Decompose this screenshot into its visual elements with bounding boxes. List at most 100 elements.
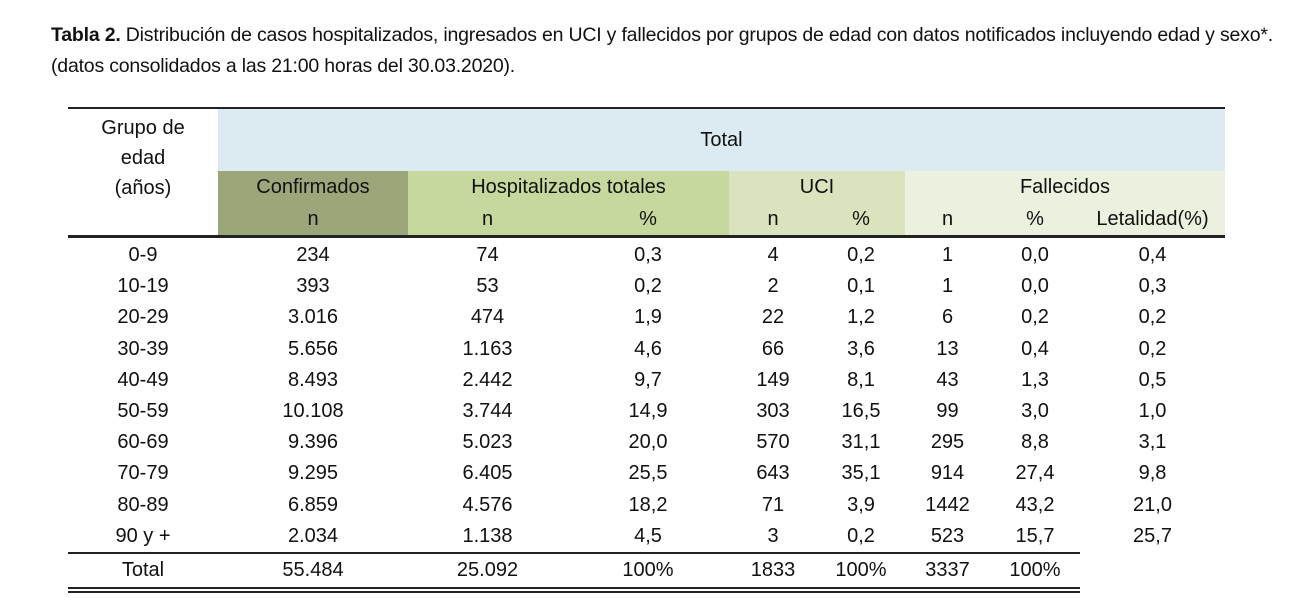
table-cell: 99 xyxy=(936,400,959,423)
subheader-0: n xyxy=(218,203,408,235)
table-cell: 1,0 xyxy=(1138,400,1167,423)
subheader-1: n xyxy=(408,203,567,235)
table-cell: 2.442 xyxy=(462,368,513,391)
table-cell: 15,7 xyxy=(1015,524,1055,547)
table-cell: 0,2 xyxy=(634,275,662,298)
table-cell: 31,1 xyxy=(841,431,881,454)
table-cell: 14,9 xyxy=(628,400,668,423)
table-cell: 0,0 xyxy=(1021,244,1049,267)
table-cell: 21,0 xyxy=(1133,493,1172,516)
total-row-cell: 55.484 xyxy=(282,558,344,581)
age-group-header-line3: (años) xyxy=(114,177,172,199)
table-cell: 9.295 xyxy=(287,462,339,485)
table-cell: 71 xyxy=(761,493,785,516)
subheader-4: % xyxy=(817,203,905,235)
table-cell: 2 xyxy=(767,275,779,298)
table-cell: 474 xyxy=(470,306,505,329)
table-cell: 22 xyxy=(761,306,785,329)
table-cell: 66 xyxy=(761,337,785,360)
table-cell: 0,3 xyxy=(1138,275,1167,298)
table-cell: 43 xyxy=(936,368,959,391)
age-group-cell: 10-19 xyxy=(117,275,169,298)
table-cell: 0,5 xyxy=(1138,368,1167,391)
table-cell: 0,0 xyxy=(1021,275,1049,298)
table-cell: 1,9 xyxy=(634,306,662,329)
table-cell: 0,2 xyxy=(1138,337,1167,360)
table-cell: 3,9 xyxy=(847,493,875,516)
table-cell: 3,6 xyxy=(847,337,875,360)
table-cell: 0,3 xyxy=(634,244,662,267)
table-cell: 9.396 xyxy=(287,431,339,454)
subheader-2: % xyxy=(567,203,729,235)
table-cell: 643 xyxy=(756,462,790,485)
table-caption: Tabla 2. Distribución de casos hospitali… xyxy=(51,20,1291,82)
age-group-cell: 0-9 xyxy=(128,244,158,267)
age-group-cell: 60-69 xyxy=(117,431,169,454)
total-row-cell: 100% xyxy=(622,558,674,581)
table-cell: 0,1 xyxy=(847,275,875,298)
total-row-cell: 100% xyxy=(1009,558,1061,581)
table-cell: 0,2 xyxy=(847,244,875,267)
table-cell: 0,2 xyxy=(1021,306,1049,329)
table-cell: 0,2 xyxy=(847,524,875,547)
table-cell: 303 xyxy=(756,400,790,423)
total-row-cell: 100% xyxy=(835,558,887,581)
table-cell: 3,0 xyxy=(1021,400,1049,423)
table-cell: 2.034 xyxy=(287,524,339,547)
table-cell: 6 xyxy=(941,306,954,329)
table-cell: 3.016 xyxy=(287,306,339,329)
table-cell: 43,2 xyxy=(1015,493,1055,516)
table-cell: 1.163 xyxy=(462,337,513,360)
age-group-cell: 20-29 xyxy=(117,306,169,329)
age-group-cell: 80-89 xyxy=(117,493,169,516)
table-cell: 5.656 xyxy=(287,337,339,360)
table-cell: 53 xyxy=(476,275,499,298)
table-cell: 3.744 xyxy=(462,400,513,423)
table-cell: 1 xyxy=(941,275,954,298)
table-top-border xyxy=(68,107,1225,109)
table-cell: 295 xyxy=(930,431,965,454)
table-cell: 35,1 xyxy=(841,462,881,485)
table-cell: 523 xyxy=(930,524,965,547)
age-group-cell: 30-39 xyxy=(117,337,169,360)
table-cell: 3,1 xyxy=(1138,431,1167,454)
table-cell: 20,0 xyxy=(628,431,668,454)
total-row-cell: 1833 xyxy=(750,558,796,581)
data-table: Grupo de edad (años) Total Confirmados Hos… xyxy=(68,107,1225,593)
table-cell: 8.493 xyxy=(287,368,339,391)
age-group-header-line1: Grupo de xyxy=(101,117,185,139)
fallecidos-header: Fallecidos xyxy=(905,171,1225,203)
age-group-cell: 70-79 xyxy=(117,462,169,485)
table-cell: 4,6 xyxy=(634,337,662,360)
table-cell: 0,4 xyxy=(1021,337,1049,360)
table-cell: 1442 xyxy=(925,493,970,516)
table-cell: 914 xyxy=(930,462,965,485)
header-bottom-border xyxy=(68,235,1225,238)
table-cell: 6.405 xyxy=(462,462,513,485)
total-row-label: Total xyxy=(121,558,165,581)
table-cell: 149 xyxy=(756,368,790,391)
table-cell: 25,7 xyxy=(1133,524,1172,547)
table-cell: 570 xyxy=(756,431,790,454)
table-cell: 1.138 xyxy=(462,524,513,547)
total-header: Total xyxy=(218,109,1225,171)
table-cell: 18,2 xyxy=(628,493,668,516)
table-cell: 4 xyxy=(767,244,779,267)
uci-header: UCI xyxy=(729,171,905,203)
total-row-top-border xyxy=(68,552,1080,554)
table-bottom-border-1 xyxy=(68,587,1080,589)
table-cell: 74 xyxy=(476,244,499,267)
table-cell: 6.859 xyxy=(287,493,339,516)
subheader-7: Letalidad(%) xyxy=(1080,203,1225,235)
confirmados-header: Confirmados xyxy=(218,171,408,203)
table-cell: 8,8 xyxy=(1021,431,1049,454)
table-cell: 9,8 xyxy=(1138,462,1167,485)
age-group-cell: 50-59 xyxy=(117,400,169,423)
table-cell: 4,5 xyxy=(634,524,662,547)
table-cell: 1 xyxy=(941,244,954,267)
table-cell: 3 xyxy=(767,524,779,547)
table-cell: 9,7 xyxy=(634,368,662,391)
table-cell: 4.576 xyxy=(462,493,513,516)
total-row-cell: 3337 xyxy=(925,558,970,581)
table-cell: 234 xyxy=(296,244,330,267)
